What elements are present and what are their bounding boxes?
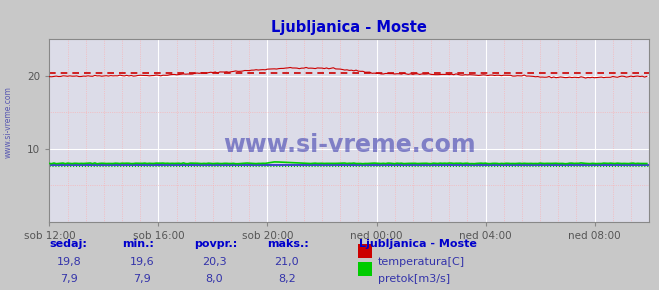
Text: sedaj:: sedaj:: [49, 239, 87, 249]
Text: 7,9: 7,9: [133, 274, 150, 284]
Text: temperatura[C]: temperatura[C]: [378, 257, 465, 267]
Text: www.si-vreme.com: www.si-vreme.com: [223, 133, 476, 157]
Text: maks.:: maks.:: [267, 239, 308, 249]
Text: 7,9: 7,9: [61, 274, 78, 284]
Text: 8,2: 8,2: [278, 274, 295, 284]
Text: Ljubljanica - Moste: Ljubljanica - Moste: [359, 239, 477, 249]
Text: 19,6: 19,6: [129, 257, 154, 267]
Text: povpr.:: povpr.:: [194, 239, 238, 249]
Text: 19,8: 19,8: [57, 257, 82, 267]
Title: Ljubljanica - Moste: Ljubljanica - Moste: [272, 20, 427, 35]
Text: 20,3: 20,3: [202, 257, 227, 267]
Text: www.si-vreme.com: www.si-vreme.com: [4, 86, 13, 158]
Text: pretok[m3/s]: pretok[m3/s]: [378, 274, 449, 284]
Text: 8,0: 8,0: [206, 274, 223, 284]
Text: min.:: min.:: [122, 239, 154, 249]
Text: 21,0: 21,0: [274, 257, 299, 267]
